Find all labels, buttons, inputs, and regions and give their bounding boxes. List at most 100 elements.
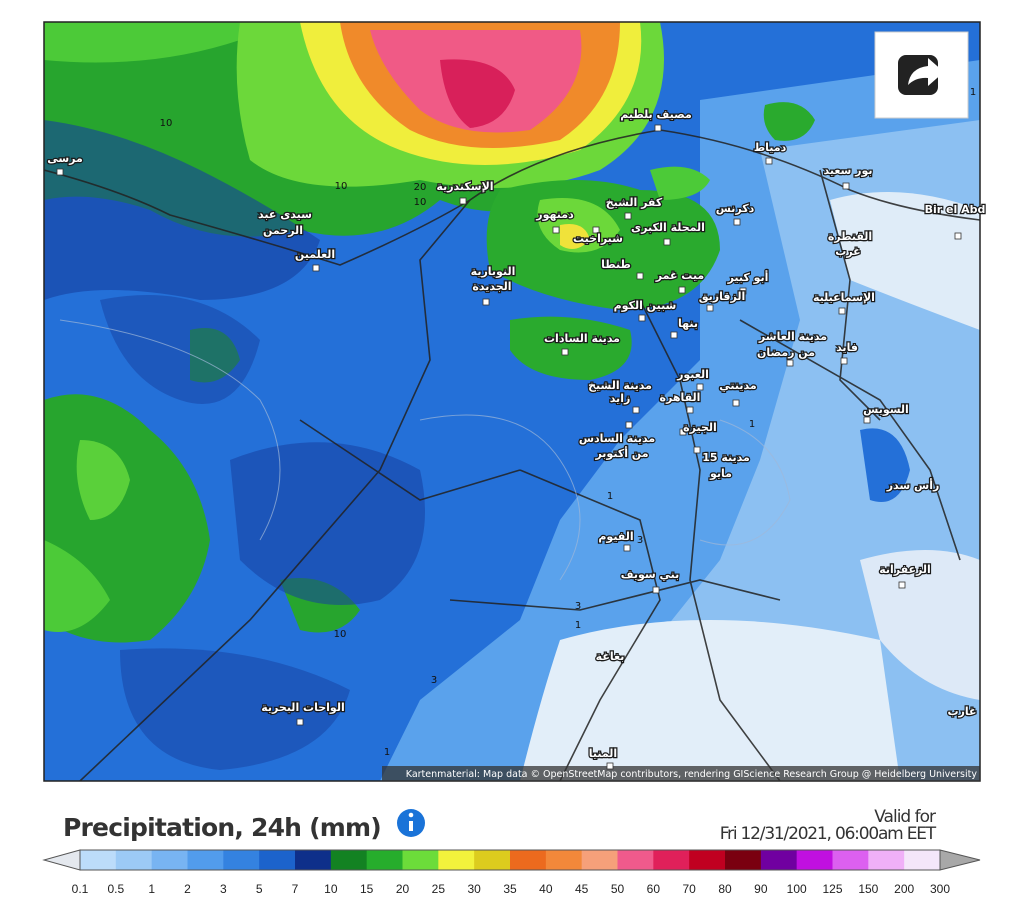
city-marker: [670, 331, 678, 339]
city-marker: [733, 218, 741, 226]
colorbar-segment: [904, 850, 941, 870]
colorbar-segment: [617, 850, 654, 870]
city-marker: [679, 428, 687, 436]
city-label: بغاغة: [596, 650, 625, 663]
city-label: الزعفرانة: [879, 563, 931, 576]
info-icon[interactable]: [397, 809, 425, 837]
city-label: شبراخيت: [573, 232, 623, 245]
colorbar-label: 2: [184, 882, 191, 896]
legend-title: Precipitation, 24h (mm): [63, 813, 381, 842]
city-marker: [561, 348, 569, 356]
city-marker: [663, 238, 671, 246]
city-label: الإسماعيلية: [813, 291, 875, 304]
contour-label: 1: [575, 620, 581, 631]
city-label: كفر الشيخ: [606, 196, 663, 209]
city-label: فايد: [836, 341, 858, 354]
city-marker: [696, 383, 704, 391]
city-label: غرب: [835, 245, 860, 258]
contour-label: 10: [160, 118, 173, 129]
city-marker: [592, 226, 600, 234]
colorbar-frame: [79, 849, 941, 871]
contour-label: 1: [970, 87, 976, 98]
colorbar-segment: [295, 850, 332, 870]
city-label: العبور: [676, 368, 709, 381]
colorbar-label: 25: [432, 882, 446, 896]
colorbar-segment: [653, 850, 690, 870]
city-marker: [693, 446, 701, 454]
contour-label: 10: [334, 629, 347, 640]
colorbar-label: 3: [220, 882, 227, 896]
colorbar-label: 35: [503, 882, 517, 896]
city-marker: [56, 168, 64, 176]
colorbar-segment: [223, 850, 260, 870]
city-label: رأس سدر: [886, 478, 940, 492]
city-label: غارب: [947, 705, 976, 718]
valid-time: Fri 12/31/2021, 06:00am EET: [720, 824, 937, 844]
city-label: مدينة السادات: [544, 332, 620, 345]
colorbar-segment: [868, 850, 905, 870]
contour-label: 3: [637, 535, 643, 546]
city-marker: [954, 232, 962, 240]
colorbar-label: 50: [611, 882, 625, 896]
city-marker: [632, 406, 640, 414]
share-button[interactable]: [874, 31, 969, 119]
city-label: مايو: [709, 467, 732, 480]
city-label: ميت غمر: [655, 269, 705, 282]
precip-field: [44, 22, 980, 781]
colorbar-segment: [796, 850, 833, 870]
city-label: دمنهور: [535, 208, 574, 221]
colorbar-label: 1: [148, 882, 155, 896]
colorbar: 0.1 0.5 1 2 3 5 7 10 15 20 25 30 35 40 45 50 60 70 80 90 100…: [42, 849, 981, 896]
city-marker: [898, 581, 906, 589]
city-label: بني سويف: [621, 568, 680, 581]
city-marker: [652, 586, 660, 594]
colorbar-segment: [330, 850, 368, 870]
contour-label: 1: [749, 419, 755, 430]
colorbar-label: 40: [539, 882, 553, 896]
city-label: طنطا: [601, 258, 631, 271]
city-marker: [625, 421, 633, 429]
city-labels: مرسى سيدى عبد الرحمن العلمين الإسكندرية دمنهو…: [46, 107, 987, 770]
colorbar-label: 125: [822, 882, 842, 896]
city-marker: [606, 762, 614, 770]
city-label: القنطرة: [828, 230, 872, 243]
city-label: مدينة 15: [702, 451, 750, 464]
colorbar-segment: [760, 850, 798, 870]
contour-labels: 10 10 20 10 10 1 1 1 3 3 3 1 1: [160, 87, 977, 758]
colorbar-segment: [510, 850, 547, 870]
city-label: مدينة السادس: [579, 432, 655, 445]
colorbar-label: 10: [324, 882, 338, 896]
colorbar-segment: [725, 850, 762, 870]
colorbar-label: 45: [575, 882, 589, 896]
colorbar-segment: [832, 850, 869, 870]
colorbar-label: 200: [894, 882, 914, 896]
colorbar-under: [42, 849, 81, 871]
city-marker: [552, 226, 560, 234]
colorbar-label: 70: [682, 882, 696, 896]
city-label: العلمين: [295, 248, 335, 261]
city-label: أبو كبير: [727, 270, 769, 284]
colorbar-segment: [259, 850, 296, 870]
colorbar-label: 60: [647, 882, 661, 896]
city-label: شبين الكوم: [614, 299, 677, 312]
city-marker: [706, 304, 714, 312]
colorbar-segment: [438, 850, 475, 870]
city-label: الجيزة: [683, 421, 717, 434]
city-marker: [765, 157, 773, 165]
colorbar-label: 100: [787, 882, 807, 896]
city-label: النوبارية: [471, 265, 516, 278]
colorbar-segment: [151, 850, 188, 870]
colorbar-label: 15: [360, 882, 374, 896]
attribution: Kartenmaterial: Map data © OpenStreetMap…: [406, 769, 978, 780]
contour-label: 20: [414, 182, 427, 193]
colorbar-segment: [80, 850, 117, 870]
city-label: الفيوم: [598, 530, 633, 543]
colorbar-segment: [474, 850, 511, 870]
colorbar-label: 30: [467, 882, 481, 896]
city-label: زايد: [610, 392, 631, 405]
city-marker: [842, 182, 850, 190]
city-marker: [312, 264, 320, 272]
city-marker: [623, 544, 631, 552]
colorbar-segment: [115, 850, 153, 870]
